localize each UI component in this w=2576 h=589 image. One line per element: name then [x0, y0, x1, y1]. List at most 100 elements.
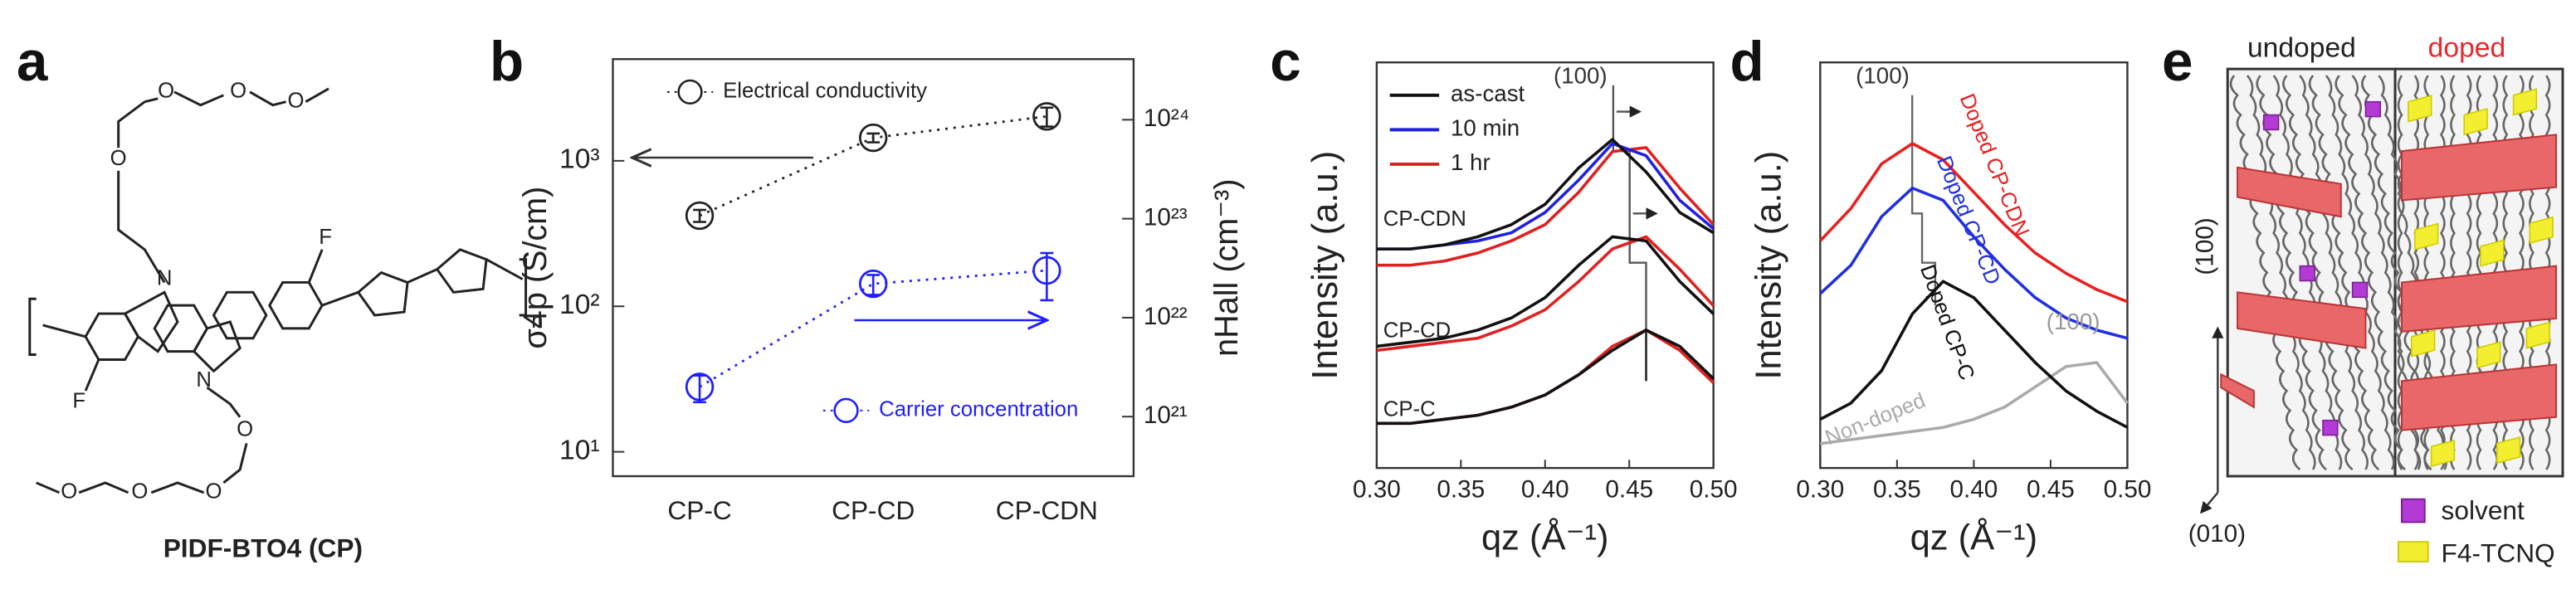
polymer-chain — [2325, 75, 2395, 470]
x-tick-label: CP-CDN — [996, 495, 1098, 525]
dopant — [2480, 239, 2505, 267]
dopant — [2411, 329, 2436, 358]
curve — [1819, 186, 2128, 340]
legend-swatch — [2398, 541, 2429, 562]
legend-text: F4-TCNQ — [2442, 538, 2555, 567]
dopant — [2525, 321, 2550, 349]
bracket — [28, 297, 37, 357]
side-chain — [150, 481, 205, 494]
side-chain — [222, 443, 248, 484]
polymer-chain — [2299, 75, 2369, 470]
backbone-slab — [2401, 363, 2558, 431]
polymer-chain — [2256, 75, 2327, 471]
y-tick-label: 10² — [559, 290, 600, 320]
panel-label: e — [2162, 31, 2193, 93]
dopant — [2463, 108, 2488, 136]
curve — [1376, 146, 1715, 267]
dopant — [2496, 436, 2521, 465]
bond — [42, 324, 86, 338]
ring — [123, 290, 179, 353]
schematic-label: doped — [2428, 32, 2506, 63]
backbone-slab — [2237, 166, 2342, 218]
legend-text: 10 min — [1451, 115, 1520, 141]
marker — [685, 201, 715, 231]
side-chain — [117, 170, 166, 284]
y2-axis-label: nHall (cm⁻³) — [1208, 178, 1245, 356]
bond — [485, 258, 524, 280]
solvent — [2299, 265, 2315, 282]
schematic-label: undoped — [2247, 32, 2356, 63]
legend-text: as-cast — [1451, 80, 1525, 106]
x-tick-label: 0.45 — [1605, 476, 1653, 504]
polymer-chain — [2308, 75, 2380, 471]
atom: N — [157, 266, 173, 290]
marker — [1032, 102, 1061, 131]
legend-text: Electrical conductivity — [723, 80, 927, 103]
axis-arrow — [2200, 492, 2219, 514]
atom: N — [196, 368, 212, 392]
atom: O — [110, 147, 127, 170]
side-chain — [305, 87, 329, 104]
series-label: Doped CP-C — [1915, 261, 1978, 383]
polymer-chain — [2229, 75, 2301, 471]
backbone-slab — [2220, 372, 2255, 409]
atom: F — [72, 390, 85, 413]
legend-marker — [833, 397, 859, 423]
ring — [268, 280, 324, 330]
x-tick-label: 0.35 — [1873, 476, 1921, 504]
dopant — [2529, 216, 2554, 244]
marker — [858, 269, 888, 299]
annotation: (100) — [2047, 309, 2100, 334]
bond — [84, 358, 100, 392]
bond — [407, 268, 438, 284]
repeat-index: n — [531, 309, 543, 333]
dopant — [2512, 88, 2538, 116]
group-label: CP-CD — [1383, 319, 1451, 343]
curve — [1376, 235, 1715, 353]
atom: O — [237, 417, 253, 441]
peak-step — [1910, 95, 1937, 306]
solvent — [2351, 281, 2369, 299]
atom: F — [319, 226, 332, 249]
solvent — [2364, 100, 2382, 118]
atom: O — [61, 480, 77, 504]
direction-label: (100) — [2191, 217, 2218, 275]
polymer-chain — [2246, 75, 2316, 470]
y-tick-label: 10³ — [559, 144, 600, 175]
curve — [1376, 138, 1715, 251]
backbone-slab — [2401, 265, 2558, 333]
ring — [212, 290, 268, 340]
compound-name: PIDF-BTO4 (CP) — [163, 533, 363, 562]
side-chain — [78, 481, 129, 494]
molecule — [28, 87, 528, 494]
plot-frame — [612, 58, 1135, 478]
bracket — [519, 258, 528, 317]
y2-tick-label: 10²³ — [1144, 203, 1188, 231]
marker — [685, 372, 715, 402]
atom: O — [287, 90, 304, 113]
x-axis-label: qz (Å⁻¹) — [1910, 518, 2038, 558]
panel-label: a — [17, 31, 48, 93]
polymer-chain — [2397, 75, 2403, 470]
y2-tick-label: 10²¹ — [1144, 402, 1188, 429]
y-axis-label: σ4p (S/cm) — [517, 187, 554, 349]
solvent — [2262, 114, 2280, 131]
dopant — [2414, 222, 2439, 251]
curve — [1376, 329, 1715, 426]
legend-swatch — [2401, 498, 2426, 523]
dopant — [2408, 95, 2432, 123]
annotation: (100) — [1856, 62, 1910, 88]
x-tick-label: CP-C — [667, 495, 731, 525]
atom: O — [205, 480, 222, 504]
thiophene — [435, 248, 488, 294]
atom: O — [158, 80, 174, 103]
side-chain — [173, 90, 224, 107]
legend-text: solvent — [2442, 495, 2525, 525]
x-tick-label: 0.30 — [1353, 476, 1401, 504]
thiophene — [356, 270, 409, 317]
curve — [1819, 142, 2129, 304]
direction-label: (010) — [2188, 520, 2246, 548]
group-label: CP-CDN — [1383, 207, 1466, 231]
